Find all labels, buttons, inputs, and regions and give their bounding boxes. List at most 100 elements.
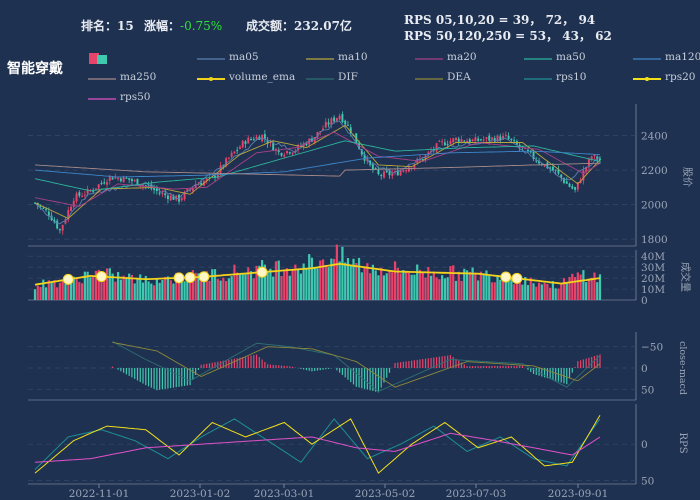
macd-histogram-bar: [363, 368, 366, 389]
legend-swatch: [633, 77, 661, 81]
legend-item: [88, 51, 120, 64]
macd-histogram-bar: [455, 358, 457, 368]
rps-tick-label: 50: [641, 475, 654, 487]
candle-body: [222, 165, 225, 167]
change-value: -0.75%: [180, 19, 223, 33]
volume-bar: [493, 282, 496, 300]
macd-histogram-bar: [264, 361, 266, 368]
candle-body: [122, 176, 125, 183]
candle-body: [554, 169, 557, 171]
candle-body: [244, 141, 247, 144]
volume-bar: [186, 281, 189, 300]
macd-histogram-bar: [402, 361, 404, 368]
candle-body: [53, 219, 56, 223]
macd-histogram-bar: [123, 368, 125, 373]
legend-swatch: [306, 78, 334, 80]
volume-bar: [388, 270, 391, 300]
volume-bar: [39, 286, 42, 300]
volume-tick-label: 40M: [641, 251, 665, 263]
candle-body: [349, 127, 352, 133]
candle-body: [291, 152, 294, 155]
macd-histogram-bar: [189, 368, 191, 386]
candle-body: [535, 160, 538, 162]
volume-bar: [274, 261, 278, 300]
candle-body: [371, 164, 374, 170]
ma-line-ma50: [34, 140, 601, 192]
candle-body: [380, 174, 383, 176]
volume-bar: [377, 275, 380, 300]
volume-bar: [441, 275, 444, 300]
volume-bar: [291, 269, 294, 300]
volume-bar: [507, 276, 510, 300]
candle-body: [227, 157, 230, 159]
macd-histogram-bar: [203, 364, 205, 368]
macd-histogram-bar: [136, 368, 139, 381]
volume-bar: [227, 278, 230, 300]
candle-body: [493, 138, 496, 142]
macd-histogram-bar: [424, 358, 427, 368]
volume-bar: [446, 277, 449, 300]
volume-bar: [53, 280, 56, 300]
x-tick-label: 2023-07-03: [446, 488, 507, 500]
macd-histogram-bar: [366, 368, 368, 390]
volume-bar: [114, 281, 117, 300]
volume-bar: [452, 265, 455, 300]
volume-bar: [593, 272, 596, 300]
volume-bar: [258, 265, 261, 300]
candle-body: [263, 134, 266, 139]
macd-histogram-bar: [222, 360, 224, 368]
volume-bar: [147, 281, 150, 300]
volume-bar: [432, 271, 435, 300]
legend-label: ma120: [665, 51, 700, 63]
macd-histogram-bar: [397, 362, 399, 368]
volume-bar: [216, 279, 219, 300]
candle-body: [297, 144, 300, 151]
macd-histogram-bar: [419, 359, 421, 368]
volume-bar: [310, 257, 314, 300]
volume-bar: [429, 275, 433, 300]
volume-ema-marker: [256, 266, 268, 278]
candle-body: [446, 144, 449, 146]
candle-body: [119, 178, 122, 182]
x-tick-label: 2023-09-01: [548, 488, 609, 500]
volume-bar: [280, 276, 283, 300]
macd-histogram-bar: [422, 359, 424, 368]
macd-histogram-bar: [508, 365, 510, 368]
candle-body: [330, 118, 333, 125]
candle-body: [405, 170, 408, 172]
macd-histogram-bar: [593, 356, 596, 368]
volume-bar: [252, 278, 255, 300]
macd-histogram-bar: [272, 364, 274, 368]
candle-body: [75, 193, 78, 202]
macd-histogram-bar: [413, 360, 416, 368]
volume-bar: [374, 270, 377, 300]
candle-body: [233, 151, 236, 154]
price-tick-label: 2200: [641, 165, 668, 177]
volume-bar: [543, 282, 546, 300]
macd-tick-label: 0: [641, 363, 648, 375]
volume-bar: [391, 272, 394, 300]
volume-bar: [540, 284, 543, 300]
volume-bar: [197, 273, 200, 300]
volume-bar: [546, 284, 549, 300]
volume-bar: [549, 287, 552, 300]
macd-histogram-bar: [339, 368, 341, 373]
legend-label: rps50: [120, 91, 151, 103]
volume-bar: [565, 281, 568, 300]
macd-histogram-bar: [480, 366, 482, 368]
macd-histogram-bar: [552, 368, 554, 380]
candle-body: [496, 135, 499, 142]
volume-bar: [576, 272, 579, 300]
volume-bar: [532, 283, 535, 300]
legend-item: ma120: [633, 51, 700, 63]
macd-histogram-bar: [247, 356, 249, 368]
macd-histogram-bar: [225, 360, 227, 368]
candle-body: [546, 162, 549, 169]
volume-bar: [344, 262, 347, 300]
macd-histogram-bar: [250, 355, 252, 368]
macd-histogram-bar: [582, 359, 584, 368]
macd-histogram-bar: [591, 356, 593, 368]
volume-bar: [485, 270, 488, 300]
volume-bar: [200, 276, 203, 300]
candle-body: [599, 158, 601, 160]
